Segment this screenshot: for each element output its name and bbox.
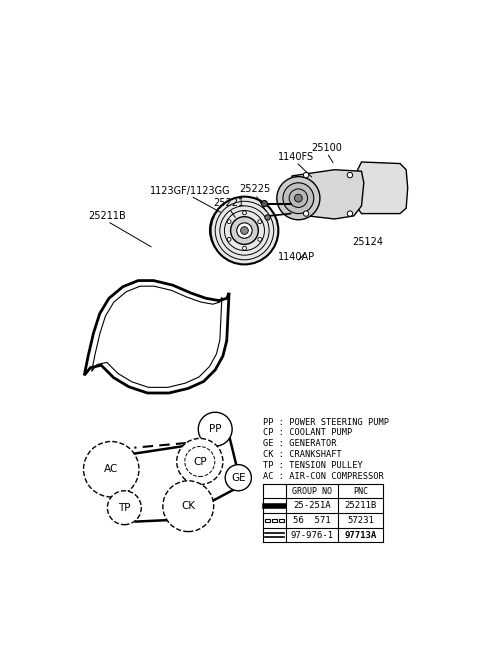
Circle shape [347, 211, 353, 216]
Text: GROUP NO: GROUP NO [292, 487, 332, 495]
Circle shape [108, 491, 141, 525]
Text: PNC: PNC [353, 487, 368, 495]
Text: GE: GE [231, 472, 246, 483]
Text: 25211B: 25211B [88, 212, 126, 221]
Circle shape [237, 223, 252, 238]
Circle shape [283, 183, 314, 214]
Polygon shape [356, 162, 408, 214]
Circle shape [295, 194, 302, 202]
Circle shape [262, 200, 267, 207]
Text: 25100: 25100 [312, 143, 342, 153]
Circle shape [230, 217, 258, 244]
Text: 97713A: 97713A [345, 531, 377, 539]
Text: CK: CK [181, 501, 195, 511]
Circle shape [227, 219, 231, 223]
Circle shape [227, 237, 231, 241]
Text: AC : AIR-CON COMPRESSOR: AC : AIR-CON COMPRESSOR [263, 472, 384, 480]
Circle shape [177, 438, 223, 485]
Circle shape [258, 237, 262, 241]
Text: CP : COOLANT PUMP: CP : COOLANT PUMP [263, 428, 352, 438]
Text: 25-251A: 25-251A [293, 501, 331, 510]
Circle shape [289, 189, 308, 208]
Circle shape [163, 481, 214, 532]
Text: AC: AC [104, 464, 119, 474]
Circle shape [84, 442, 139, 497]
Text: TP: TP [118, 503, 131, 512]
Text: PP : POWER STEERING PUMP: PP : POWER STEERING PUMP [263, 418, 389, 426]
Circle shape [303, 211, 309, 216]
Circle shape [265, 215, 270, 220]
Circle shape [242, 211, 246, 215]
Circle shape [240, 227, 248, 235]
Text: 25225: 25225 [240, 185, 271, 194]
Text: 25211B: 25211B [345, 501, 377, 510]
Polygon shape [288, 170, 364, 219]
Text: 25124: 25124 [352, 237, 383, 246]
Circle shape [225, 464, 252, 491]
Text: TP : TENSION PULLEY: TP : TENSION PULLEY [263, 461, 363, 470]
Text: 25221: 25221 [214, 198, 245, 208]
Text: PP: PP [209, 424, 221, 434]
Circle shape [258, 219, 262, 223]
Circle shape [198, 412, 232, 446]
Text: CK : CRANKSHAFT: CK : CRANKSHAFT [263, 450, 342, 459]
Circle shape [211, 196, 278, 264]
Text: 1140AP: 1140AP [278, 252, 315, 262]
Circle shape [277, 177, 320, 219]
Circle shape [242, 246, 246, 250]
Text: 56  571: 56 571 [293, 516, 331, 525]
Text: GE : GENERATOR: GE : GENERATOR [263, 439, 336, 448]
Circle shape [303, 172, 309, 178]
Text: 1123GF/1123GG: 1123GF/1123GG [150, 186, 231, 196]
Text: CP: CP [193, 457, 206, 466]
Text: 97-976-1: 97-976-1 [291, 531, 334, 539]
Text: 57231: 57231 [348, 516, 374, 525]
Circle shape [347, 172, 353, 178]
Text: 1140FS: 1140FS [278, 152, 314, 162]
Ellipse shape [210, 203, 261, 258]
